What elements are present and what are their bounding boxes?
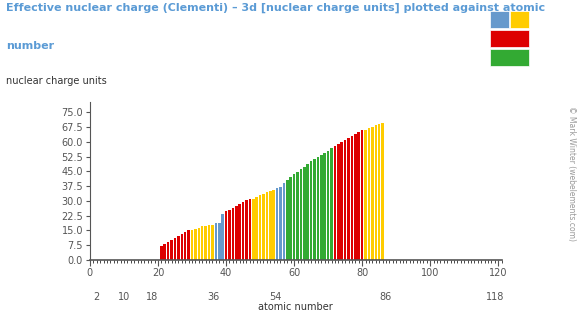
Text: number: number xyxy=(6,41,54,51)
Bar xyxy=(231,209,234,260)
Text: nuclear charge units: nuclear charge units xyxy=(6,76,107,86)
Bar xyxy=(255,197,258,260)
Bar xyxy=(378,124,380,260)
Bar xyxy=(225,211,227,260)
Bar xyxy=(242,202,244,260)
Bar xyxy=(296,172,299,260)
Bar xyxy=(368,128,370,260)
Bar xyxy=(354,134,357,260)
Bar xyxy=(282,183,285,260)
Bar xyxy=(235,206,238,260)
Bar xyxy=(269,191,271,260)
Bar xyxy=(211,225,213,260)
Bar xyxy=(310,161,313,260)
Bar xyxy=(320,155,322,260)
Bar xyxy=(337,144,340,260)
Bar xyxy=(273,190,275,260)
Bar xyxy=(171,240,173,260)
Bar xyxy=(198,228,200,260)
Bar xyxy=(187,230,190,260)
Bar xyxy=(191,230,193,260)
Bar xyxy=(375,125,377,260)
Bar xyxy=(204,226,207,260)
Text: atomic number: atomic number xyxy=(259,302,333,312)
Bar xyxy=(160,246,162,260)
Bar xyxy=(313,159,316,260)
Bar xyxy=(177,236,180,260)
Bar xyxy=(249,199,251,260)
Bar xyxy=(303,167,306,260)
Bar xyxy=(173,238,176,260)
Bar xyxy=(180,234,183,260)
Bar xyxy=(262,194,264,260)
Bar xyxy=(164,244,166,260)
Bar xyxy=(330,148,333,260)
Bar xyxy=(252,199,255,260)
Bar xyxy=(289,177,292,260)
Bar xyxy=(293,175,295,260)
Bar xyxy=(259,195,262,260)
Bar xyxy=(324,153,326,260)
Bar xyxy=(184,232,186,260)
Bar xyxy=(381,123,384,260)
Bar xyxy=(238,204,241,260)
Bar xyxy=(222,214,224,260)
Bar xyxy=(334,146,336,260)
Bar xyxy=(286,180,289,260)
Bar xyxy=(344,140,346,260)
Bar xyxy=(317,157,319,260)
Bar xyxy=(357,132,360,260)
Bar xyxy=(276,188,278,260)
Bar xyxy=(300,169,302,260)
Bar xyxy=(208,225,211,260)
Bar xyxy=(218,223,220,260)
Bar xyxy=(228,210,231,260)
Bar xyxy=(194,229,197,260)
Bar xyxy=(340,142,343,260)
Bar xyxy=(351,136,353,260)
Bar xyxy=(361,130,364,260)
Bar xyxy=(266,192,268,260)
Bar xyxy=(371,127,374,260)
Text: Effective nuclear charge (Clementi) – 3d [nuclear charge units] plotted against : Effective nuclear charge (Clementi) – 3d… xyxy=(6,3,545,14)
Bar xyxy=(364,130,367,260)
Bar xyxy=(215,223,217,260)
Bar xyxy=(245,200,248,260)
Bar xyxy=(201,226,204,260)
Bar xyxy=(327,151,329,260)
Bar xyxy=(347,138,350,260)
Bar xyxy=(279,187,282,260)
Bar xyxy=(306,164,309,260)
Bar xyxy=(167,242,169,260)
Text: © Mark Winter (webelements.com): © Mark Winter (webelements.com) xyxy=(567,106,576,241)
